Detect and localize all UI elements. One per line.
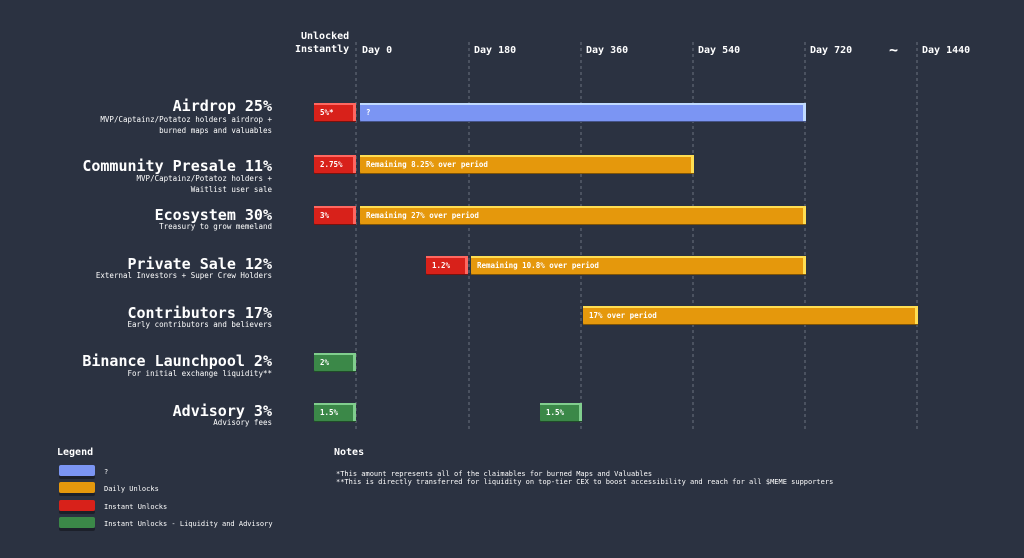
bar-daily xyxy=(360,155,694,174)
x-tick-label: Day 0 xyxy=(362,45,392,56)
legend-label: Instant Unlocks xyxy=(104,503,168,511)
bar-daily xyxy=(471,256,806,275)
legend-swatch-instant xyxy=(59,500,95,514)
bar-instant xyxy=(314,103,356,122)
bar-instant xyxy=(426,256,468,275)
bar-label: ? xyxy=(366,108,371,117)
x-tick-label: Day 720 xyxy=(810,45,852,56)
legend-swatch-unknown xyxy=(59,465,95,479)
bar-daily xyxy=(583,306,918,325)
row-title: Ecosystem 30% xyxy=(154,206,272,224)
bar-label: Remaining 8.25% over period xyxy=(366,160,488,169)
legend-label: Instant Unlocks - Liquidity and Advisory xyxy=(104,520,273,528)
legend-swatch-daily xyxy=(59,482,95,496)
row-description: Early contributors and believers xyxy=(127,320,273,329)
notes-title: Notes xyxy=(334,447,365,458)
bar-liquidity xyxy=(314,353,356,372)
legend-swatch-liquidity xyxy=(59,517,95,531)
row-description: Treasury to grow memeland xyxy=(159,222,272,231)
bar-instant xyxy=(314,155,356,174)
unlocked-header-line2: Instantly xyxy=(295,44,350,55)
bar-unknown xyxy=(360,103,806,122)
x-tick-label: Day 540 xyxy=(698,45,740,56)
row-title: Advisory 3% xyxy=(172,402,272,420)
row-description: MVP/Captainz/Potatoz holders + Waitlist … xyxy=(136,174,272,194)
bar-instant xyxy=(314,206,356,225)
bar-label: 1.2% xyxy=(432,261,451,270)
x-tick-label: Day 1440 xyxy=(922,45,970,56)
row-title: Binance Launchpool 2% xyxy=(82,352,272,370)
bar-label: 1.5% xyxy=(320,408,339,417)
row-description: MVP/Captainz/Potatoz holders airdrop + b… xyxy=(100,115,272,135)
row-title: Contributors 17% xyxy=(127,304,273,322)
bar-label: 2.75% xyxy=(320,160,343,169)
bar-label: 2% xyxy=(320,358,330,367)
bar-label: 17% over period xyxy=(589,311,657,320)
note-line-1: *This amount represents all of the claim… xyxy=(336,470,653,478)
legend-label: ? xyxy=(104,468,109,476)
bar-liquidity xyxy=(314,403,356,422)
row-title: Private Sale 12% xyxy=(127,255,273,273)
row-description: For initial exchange liquidity** xyxy=(127,369,273,378)
row-title: Airdrop 25% xyxy=(172,97,272,115)
bar-daily xyxy=(360,206,806,225)
unlocked-header-line1: Unlocked xyxy=(301,31,350,42)
bar-label: Remaining 27% over period xyxy=(366,211,479,220)
bar-label: Remaining 10.8% over period xyxy=(477,261,599,270)
x-tick-label: Day 180 xyxy=(474,45,516,56)
bar-label: 5%* xyxy=(320,108,334,117)
row-title: Community Presale 11% xyxy=(82,157,272,175)
note-line-2: **This is directly transferred for liqui… xyxy=(336,478,834,486)
row-description: Advisory fees xyxy=(213,418,272,427)
axis-break-tilde: ~ xyxy=(889,41,899,59)
row-description: External Investors + Super Crew Holders xyxy=(95,271,272,280)
legend-label: Daily Unlocks xyxy=(104,485,159,493)
x-tick-label: Day 360 xyxy=(586,45,628,56)
legend-title: Legend xyxy=(57,447,94,458)
bar-label: 1.5% xyxy=(546,408,565,417)
bar-liquidity xyxy=(540,403,582,422)
bar-label: 3% xyxy=(320,211,330,220)
